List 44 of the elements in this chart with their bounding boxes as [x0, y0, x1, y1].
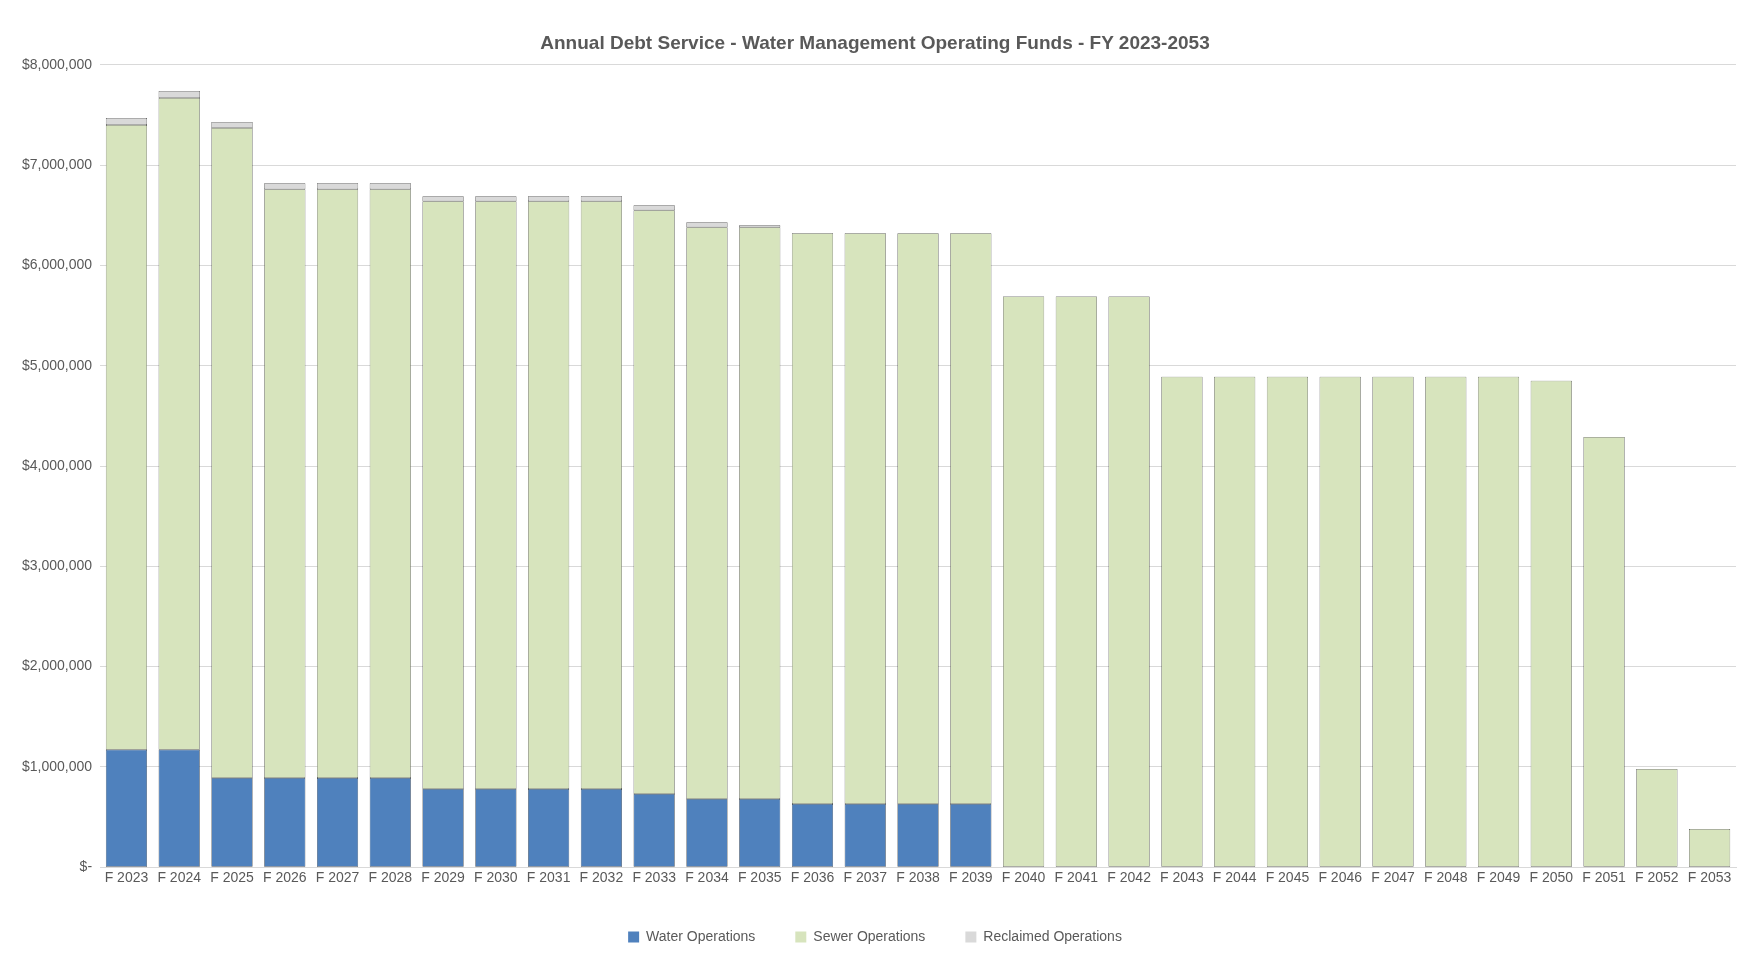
chart-title: Annual Debt Service - Water Management Operating Funds - FY 2023-2053 [540, 31, 1210, 53]
x-tick-label: F 2052 [1635, 869, 1679, 886]
x-tick-label: F 2036 [790, 869, 835, 886]
y-tick-label: $4,000,000 [21, 456, 93, 473]
x-tick-label: F 2042 [1107, 869, 1152, 886]
x-tick-label: F 2031 [526, 869, 571, 886]
x-tick-label: F 2047 [1371, 869, 1415, 886]
x-tick-label: F 2024 [157, 869, 202, 886]
x-tick-label: F 2040 [1001, 869, 1046, 886]
x-tick-label: F 2027 [315, 869, 360, 886]
y-tick-label: $8,000,000 [21, 55, 93, 72]
x-tick-label: F 2050 [1529, 869, 1574, 886]
x-tick-label: F 2043 [1160, 869, 1204, 886]
y-tick-label: $2,000,000 [21, 657, 93, 674]
x-tick-label: F 2029 [421, 869, 466, 886]
y-tick-label: $- [79, 858, 93, 875]
x-tick-label: F 2025 [210, 869, 254, 886]
y-tick-label: $3,000,000 [21, 557, 93, 574]
x-tick-label: F 2049 [1476, 869, 1521, 886]
x-tick-label: F 2044 [1212, 869, 1257, 886]
x-tick-label: F 2038 [896, 869, 941, 886]
x-tick-label: F 2045 [1265, 869, 1310, 886]
x-tick-label: F 2037 [843, 869, 888, 886]
y-tick-label: $7,000,000 [21, 155, 93, 172]
x-tick-label: F 2039 [949, 869, 993, 886]
x-tick-label: F 2041 [1054, 869, 1099, 886]
x-tick-label: F 2051 [1582, 869, 1627, 886]
x-tick-label: F 2046 [1318, 869, 1363, 886]
y-tick-label: $1,000,000 [21, 757, 93, 774]
x-tick-label: F 2048 [1423, 869, 1468, 886]
legend-label: Sewer Operations [813, 927, 926, 944]
x-tick-label: F 2035 [737, 869, 782, 886]
x-tick-label: F 2030 [474, 869, 518, 886]
legend-label: Water Operations [646, 927, 756, 944]
x-tick-label: F 2028 [368, 869, 413, 886]
x-tick-label: F 2034 [685, 869, 729, 886]
x-tick-label: F 2053 [1687, 869, 1732, 886]
x-tick-label: F 2026 [262, 869, 307, 886]
y-tick-label: $6,000,000 [21, 256, 93, 273]
x-tick-label: F 2033 [632, 869, 677, 886]
y-tick-label: $5,000,000 [21, 356, 93, 373]
x-tick-label: F 2032 [579, 869, 624, 886]
x-tick-label: F 2023 [104, 869, 149, 886]
legend-label: Reclaimed Operations [983, 927, 1122, 944]
